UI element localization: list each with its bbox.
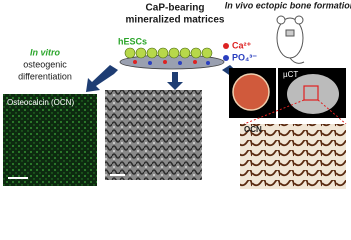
section-label: In vivo ectopic bone formation: [225, 0, 351, 10]
histology-image: [240, 124, 346, 189]
roi: [303, 85, 319, 101]
image-label: Osteocalcin (OCN): [7, 98, 74, 107]
cells-label: hESCs: [118, 36, 147, 46]
ion-icon: [223, 43, 229, 49]
section-label: In vitro: [30, 47, 61, 57]
graphical-abstract: CaP-bearing mineralized matrices hESCs C…: [3, 0, 351, 189]
page: CaP-bearing mineralized matrices hESCs C…: [3, 0, 351, 189]
title: mineralized matrices: [126, 15, 225, 26]
sem-image: [105, 90, 202, 180]
mouse-icon: [276, 15, 305, 64]
fluorescence-image: [3, 94, 97, 186]
ion-label: Ca²⁺: [232, 40, 252, 50]
image-label: µCT: [283, 70, 298, 79]
zoom-line: [243, 99, 305, 125]
section-label: differentiation: [18, 71, 72, 81]
section-label: osteogenic: [23, 59, 67, 69]
explant: [232, 73, 270, 111]
cell-layer: [119, 47, 225, 70]
ct-bone: [287, 74, 339, 114]
title: CaP-bearing: [146, 3, 205, 14]
ion-label: PO₄³⁻: [232, 52, 257, 62]
ion-icon: [223, 55, 229, 61]
image-label: OCN: [244, 125, 262, 134]
